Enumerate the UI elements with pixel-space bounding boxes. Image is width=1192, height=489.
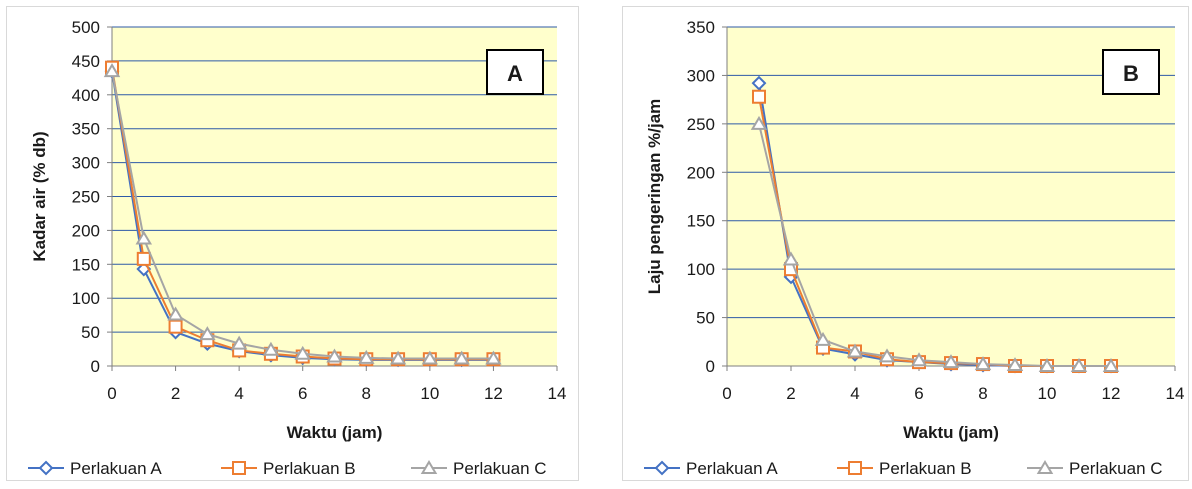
data-point bbox=[1102, 358, 1120, 372]
data-point bbox=[294, 345, 311, 360]
x-tick-label: 2 bbox=[171, 384, 180, 403]
legend-marker bbox=[232, 461, 246, 475]
panel-label: B bbox=[1123, 61, 1139, 86]
legend-entry: Perlakuan C bbox=[1069, 459, 1163, 478]
x-tick-label: 14 bbox=[548, 384, 567, 403]
y-tick-label: 200 bbox=[687, 163, 715, 182]
y-tick-label: 0 bbox=[91, 357, 100, 376]
y-tick-label: 50 bbox=[696, 309, 715, 328]
data-point bbox=[262, 341, 280, 356]
chart-panel-b: 0 50 100 150 200 250 300 350 0 2 4 6 8 10 12 14 Waktu (j… bbox=[622, 6, 1189, 481]
x-axis-title: Waktu (jam) bbox=[903, 423, 999, 442]
data-point bbox=[1006, 357, 1024, 372]
data-point bbox=[326, 348, 343, 363]
series-perlakuan-c bbox=[750, 115, 1120, 372]
data-point bbox=[167, 306, 184, 321]
x-tick-label: 0 bbox=[107, 384, 116, 403]
data-point bbox=[751, 75, 767, 91]
x-tick-label: 12 bbox=[484, 384, 503, 403]
y-tick-label: 250 bbox=[687, 115, 715, 134]
panel-label-box bbox=[1102, 49, 1160, 95]
y-tick-label: 100 bbox=[72, 289, 100, 308]
y-tick-label: 150 bbox=[72, 255, 100, 274]
y-tick-label: 150 bbox=[687, 212, 715, 231]
x-tick-label: 4 bbox=[850, 384, 859, 403]
x-tick-label: 6 bbox=[914, 384, 923, 403]
y-tick-label: 0 bbox=[706, 357, 715, 376]
data-point bbox=[878, 348, 896, 363]
y-tick-label: 450 bbox=[72, 52, 100, 71]
y-tick-label: 400 bbox=[72, 86, 100, 105]
x-tick-label: 4 bbox=[234, 384, 243, 403]
data-point bbox=[1038, 358, 1056, 372]
legend-marker bbox=[38, 460, 54, 476]
data-point bbox=[814, 331, 832, 346]
data-point bbox=[752, 89, 766, 104]
data-point bbox=[782, 251, 800, 266]
data-point bbox=[358, 349, 375, 364]
x-tick-label: 10 bbox=[420, 384, 439, 403]
legend-entry: Perlakuan A bbox=[686, 459, 778, 478]
y-axis-title: Kadar air (% db) bbox=[30, 131, 49, 261]
legend-entry: Perlakuan B bbox=[879, 459, 972, 478]
data-point bbox=[168, 319, 183, 334]
y-axis-title: Laju pengeringan %/jam bbox=[645, 99, 664, 295]
chart-panel-a: 0 50 100 150 200 250 300 350 400 450 500 0 2 4 6 8 10 12 1… bbox=[6, 6, 579, 481]
x-axis-title: Waktu (jam) bbox=[287, 423, 383, 442]
legend: Perlakuan A Perlakuan B Perlakuan C bbox=[28, 459, 547, 478]
data-point bbox=[136, 251, 151, 266]
data-point bbox=[910, 352, 928, 367]
data-point bbox=[485, 350, 502, 365]
y-tick-label: 200 bbox=[72, 221, 100, 240]
y-tick-label: 300 bbox=[72, 154, 100, 173]
panel-label-box bbox=[486, 49, 544, 95]
x-tick-label: 12 bbox=[1102, 384, 1121, 403]
legend-entry: Perlakuan A bbox=[70, 459, 162, 478]
data-point bbox=[421, 350, 439, 365]
x-tick-label: 0 bbox=[722, 384, 731, 403]
data-point bbox=[389, 350, 407, 365]
plot-area bbox=[727, 27, 1175, 366]
x-tick-label: 8 bbox=[362, 384, 371, 403]
data-point bbox=[942, 354, 960, 369]
data-point bbox=[199, 326, 216, 341]
y-tick-label: 350 bbox=[687, 18, 715, 37]
legend-entry: Perlakuan C bbox=[453, 459, 547, 478]
x-tick-label: 6 bbox=[298, 384, 307, 403]
series-line bbox=[758, 123, 1111, 367]
data-point bbox=[135, 230, 153, 245]
y-tick-label: 50 bbox=[81, 323, 100, 342]
y-tick-label: 500 bbox=[72, 18, 100, 37]
legend-marker bbox=[654, 460, 670, 476]
x-tick-label: 8 bbox=[978, 384, 987, 403]
y-tick-label: 100 bbox=[687, 260, 715, 279]
legend-entry: Perlakuan B bbox=[263, 459, 356, 478]
data-point bbox=[846, 343, 864, 358]
data-point bbox=[1070, 358, 1088, 372]
x-tick-label: 10 bbox=[1038, 384, 1057, 403]
data-point bbox=[750, 115, 768, 130]
legend-marker bbox=[848, 461, 862, 475]
data-point bbox=[230, 335, 248, 350]
y-tick-label: 250 bbox=[72, 188, 100, 207]
data-point bbox=[974, 356, 992, 371]
y-tick-label: 300 bbox=[687, 66, 715, 85]
data-point bbox=[453, 350, 470, 365]
x-tick-label: 14 bbox=[1166, 384, 1185, 403]
legend-marker bbox=[420, 460, 438, 474]
data-point bbox=[103, 63, 121, 78]
legend: Perlakuan A Perlakuan B Perlakuan C bbox=[644, 459, 1163, 478]
series-perlakuan-c bbox=[103, 63, 502, 365]
y-tick-label: 350 bbox=[72, 120, 100, 139]
panel-label: A bbox=[507, 61, 523, 86]
legend-marker bbox=[1036, 460, 1054, 474]
x-tick-label: 2 bbox=[786, 384, 795, 403]
